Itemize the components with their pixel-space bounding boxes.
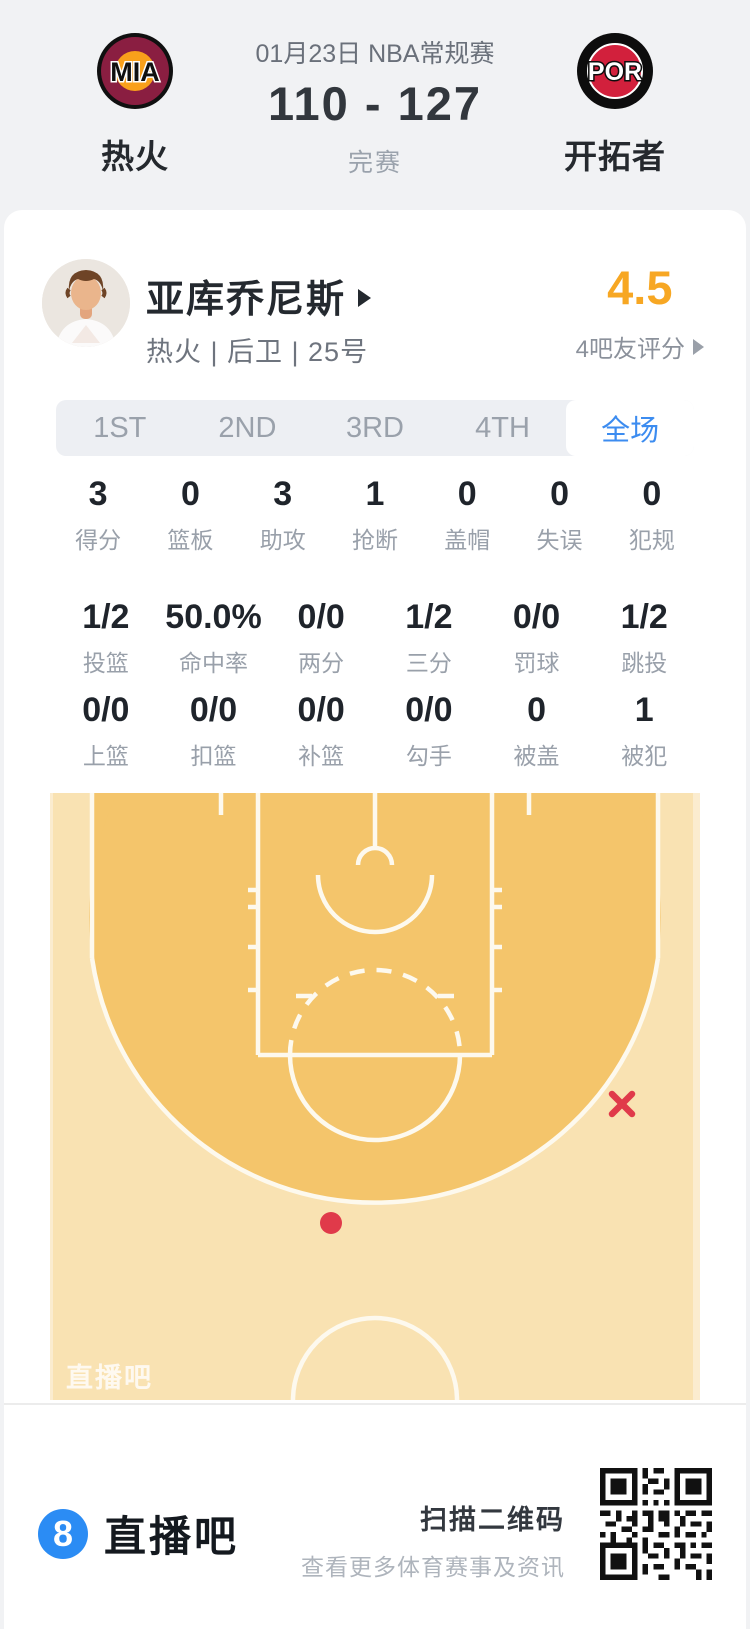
stat-got-blocked: 0 被盖 [513, 691, 560, 769]
home-team: MIA 热火 [25, 0, 245, 210]
quarter-tabbar: 1ST 2ND 3RD 4TH 全场 [56, 400, 694, 456]
tab-2nd[interactable]: 2ND [218, 411, 277, 444]
stat-dunk: 0/0 扣篮 [189, 691, 238, 769]
stat-turnovers: 0 失误 [536, 475, 583, 553]
shot-missed-marker[interactable] [608, 1090, 636, 1118]
player-avatar[interactable] [42, 259, 130, 347]
heat-logo-icon: MIA [97, 33, 173, 109]
blazers-logo-icon: POR [577, 33, 653, 109]
match-score: 110 - 127 [267, 77, 482, 130]
stat-3pt: 1/2 三分 [405, 598, 453, 676]
stat-steals: 1 抢断 [351, 475, 398, 553]
match-header: MIA 热火 01月23日 NBA常规赛 110 - 127 完赛 POR 开拓… [0, 0, 750, 210]
brand-block: 8 直播吧 [38, 1503, 239, 1564]
stat-points: 3 得分 [75, 475, 122, 553]
away-team: POR 开拓者 [505, 0, 725, 210]
player-stat-card: 亚库乔尼斯 热火 | 后卫 | 25号 4.5 4吧友评分 1ST 2ND 3R… [4, 210, 746, 1629]
stat-row-shooting: 1/2 投篮 50.0% 命中率 0/0 两分 1/2 三分 0/0 罚球 1/2 跳投 [52, 599, 698, 678]
rating-value: 4.5 [607, 261, 673, 314]
svg-text:MIA: MIA [110, 57, 160, 87]
svg-text:POR: POR [588, 58, 642, 86]
match-date: 01月23日 NBA常规赛 [255, 40, 495, 68]
tab-4th[interactable]: 4TH [475, 411, 530, 444]
home-team-name: 热火 [101, 138, 169, 175]
stat-jumper: 1/2 跳投 [620, 598, 668, 676]
footer: 8 直播吧 扫描二维码 查看更多体育赛事及资讯 [4, 1403, 746, 1629]
stat-layup: 0/0 上篮 [82, 691, 130, 769]
footer-divider [4, 1403, 746, 1405]
player-name-row[interactable]: 亚库乔尼斯 [146, 268, 372, 323]
stat-row-basic: 3 得分 0 篮板 3 助攻 1 抢断 0 盖帽 0 失误 0 犯规 [52, 476, 698, 555]
stat-fg-pct: 50.0% 命中率 [165, 598, 262, 676]
stat-fouls: 0 犯规 [628, 475, 675, 553]
rating-label: 4吧友评分 [575, 336, 685, 363]
stat-tipin: 0/0 补篮 [297, 691, 345, 769]
player-name: 亚库乔尼斯 [146, 279, 347, 321]
stat-2pt: 0/0 两分 [297, 598, 345, 676]
tab-3rd[interactable]: 3RD [345, 411, 404, 444]
tab-full-game[interactable]: 全场 [566, 400, 694, 456]
stat-hook: 0/0 勾手 [405, 691, 453, 769]
court-lines [89, 793, 661, 1400]
match-info: 01月23日 NBA常规赛 110 - 127 完赛 [245, 0, 505, 210]
zhibo8-logo-icon: 8 [38, 1508, 88, 1559]
shot-chart-court: 直播吧 [50, 793, 700, 1400]
stat-blocks: 0 盖帽 [444, 475, 491, 553]
qr-title: 扫描二维码 [420, 1505, 565, 1535]
qr-subtitle: 查看更多体育赛事及资讯 [301, 1554, 565, 1580]
court-watermark: 直播吧 [66, 1363, 153, 1393]
stat-ft: 0/0 罚球 [512, 598, 561, 676]
stat-fouled: 1 被犯 [621, 691, 668, 769]
player-photo [42, 259, 130, 347]
three-point-area-fill [89, 793, 661, 1203]
rating-block[interactable]: 4.5 4吧友评分 [576, 260, 704, 364]
match-status: 完赛 [347, 149, 402, 177]
stat-fg: 1/2 投篮 [82, 598, 130, 676]
tab-1st[interactable]: 1ST [93, 411, 147, 444]
away-team-name: 开拓者 [564, 138, 666, 175]
rating-caret-icon [693, 338, 704, 355]
brand-name: 直播吧 [104, 1513, 240, 1560]
stat-rebounds: 0 篮板 [167, 475, 214, 553]
stat-row-shot-types: 0/0 上篮 0/0 扣篮 0/0 补篮 0/0 勾手 0 被盖 1 被犯 [52, 692, 698, 771]
qr-text-block: 扫描二维码 查看更多体育赛事及资讯 [301, 1498, 565, 1582]
player-detail-caret-icon [358, 288, 372, 307]
stat-assists: 3 助攻 [259, 475, 306, 553]
player-meta: 热火 | 后卫 | 25号 [146, 337, 369, 367]
qr-code [600, 1468, 712, 1580]
shot-made-marker[interactable] [320, 1212, 342, 1234]
